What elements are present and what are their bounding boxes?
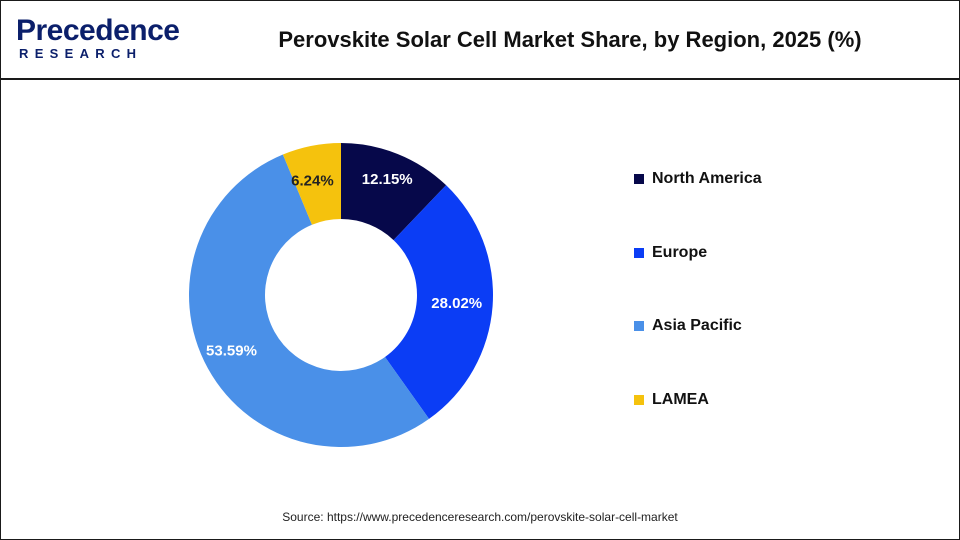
data-label-europe: 28.02%: [431, 295, 482, 312]
precedence-research-logo: Precedence RESEARCH: [16, 14, 180, 64]
legend-swatch-europe: [634, 247, 644, 258]
legend-swatch-north-america: [634, 174, 644, 184]
header: Precedence RESEARCH Perovskite Solar Cel…: [0, 0, 960, 80]
donut-slice-lamea: [282, 143, 341, 225]
donut-slice-north-america: [341, 143, 447, 241]
legend-label-asia-pacific: Asia Pacific: [652, 317, 742, 334]
legend-label-north-america: North America: [652, 170, 762, 187]
legend-label-lamea: LAMEA: [652, 390, 709, 408]
logo-subtitle: RESEARCH: [19, 46, 143, 61]
chart-title: Perovskite Solar Cell Market Share, by R…: [278, 27, 862, 52]
donut-chart: 12.15% 28.02% 53.59% 6.24%: [189, 143, 493, 447]
source-note: Source: https://www.precedenceresearch.c…: [282, 510, 678, 524]
donut-slice-europe: [385, 185, 493, 419]
legend-label-europe: Europe: [652, 243, 708, 261]
data-label-asia-pacific: 53.59%: [206, 343, 257, 360]
data-label-north-america: 12.15%: [362, 171, 413, 188]
legend-swatch-asia-pacific: [634, 321, 644, 331]
donut-slice-asia-pacific: [189, 154, 430, 447]
legend-swatch-lamea: [634, 394, 644, 405]
data-label-lamea: 6.24%: [291, 173, 334, 190]
logo-wordmark: Precedence: [16, 14, 180, 47]
